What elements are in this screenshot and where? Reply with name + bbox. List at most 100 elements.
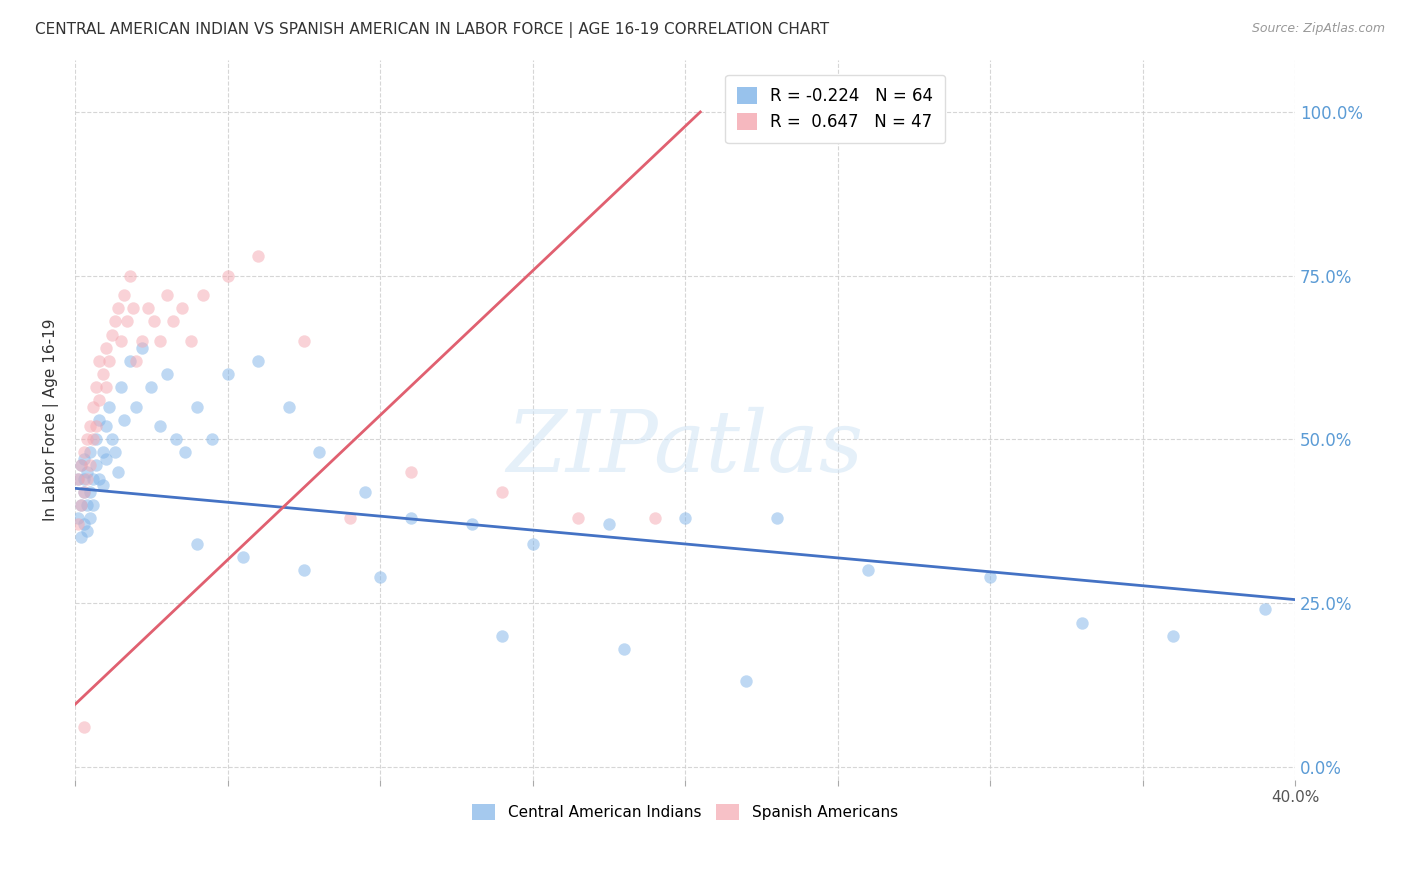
Point bbox=[89, 392, 111, 407]
Point bbox=[86, 380, 108, 394]
Point bbox=[170, 301, 193, 316]
Point bbox=[368, 570, 391, 584]
Point bbox=[70, 498, 93, 512]
Point bbox=[82, 400, 104, 414]
Point bbox=[107, 465, 129, 479]
Point bbox=[73, 720, 96, 734]
Point bbox=[82, 432, 104, 446]
Point bbox=[149, 334, 172, 348]
Text: CENTRAL AMERICAN INDIAN VS SPANISH AMERICAN IN LABOR FORCE | AGE 16-19 CORRELATI: CENTRAL AMERICAN INDIAN VS SPANISH AMERI… bbox=[35, 22, 830, 38]
Point bbox=[125, 400, 148, 414]
Point bbox=[76, 465, 98, 479]
Point bbox=[1070, 615, 1092, 630]
Point bbox=[765, 510, 787, 524]
Point bbox=[73, 517, 96, 532]
Point bbox=[94, 451, 117, 466]
Point bbox=[856, 563, 879, 577]
Point bbox=[86, 458, 108, 473]
Y-axis label: In Labor Force | Age 16-19: In Labor Force | Age 16-19 bbox=[44, 318, 59, 521]
Point bbox=[979, 570, 1001, 584]
Point bbox=[180, 334, 202, 348]
Point bbox=[141, 380, 163, 394]
Point bbox=[79, 445, 101, 459]
Point bbox=[292, 563, 315, 577]
Point bbox=[186, 537, 208, 551]
Point bbox=[460, 517, 482, 532]
Point bbox=[94, 341, 117, 355]
Point bbox=[232, 550, 254, 565]
Point bbox=[86, 432, 108, 446]
Point bbox=[165, 432, 187, 446]
Point bbox=[79, 458, 101, 473]
Point bbox=[70, 530, 93, 544]
Point bbox=[73, 471, 96, 485]
Point bbox=[186, 400, 208, 414]
Point bbox=[82, 471, 104, 485]
Point bbox=[201, 432, 224, 446]
Point bbox=[89, 471, 111, 485]
Point bbox=[104, 445, 127, 459]
Point bbox=[598, 517, 620, 532]
Point bbox=[112, 412, 135, 426]
Point bbox=[73, 484, 96, 499]
Point bbox=[67, 471, 90, 485]
Point bbox=[277, 400, 299, 414]
Point bbox=[292, 334, 315, 348]
Point bbox=[112, 288, 135, 302]
Point bbox=[115, 314, 138, 328]
Point bbox=[308, 445, 330, 459]
Point bbox=[339, 510, 361, 524]
Point bbox=[97, 400, 120, 414]
Point bbox=[70, 458, 93, 473]
Text: ZIPatlas: ZIPatlas bbox=[506, 407, 863, 490]
Point bbox=[118, 268, 141, 283]
Point bbox=[100, 432, 122, 446]
Point bbox=[91, 445, 114, 459]
Point bbox=[136, 301, 159, 316]
Point bbox=[86, 419, 108, 434]
Point bbox=[70, 498, 93, 512]
Legend: Central American Indians, Spanish Americans: Central American Indians, Spanish Americ… bbox=[467, 797, 904, 826]
Point bbox=[193, 288, 215, 302]
Point bbox=[567, 510, 589, 524]
Point bbox=[155, 367, 177, 381]
Point bbox=[76, 524, 98, 538]
Point bbox=[89, 353, 111, 368]
Point bbox=[247, 353, 270, 368]
Point bbox=[173, 445, 195, 459]
Point bbox=[110, 334, 132, 348]
Point bbox=[735, 674, 758, 689]
Point bbox=[94, 380, 117, 394]
Point bbox=[70, 458, 93, 473]
Point bbox=[110, 380, 132, 394]
Point bbox=[125, 353, 148, 368]
Point bbox=[73, 451, 96, 466]
Point bbox=[399, 510, 422, 524]
Point bbox=[67, 517, 90, 532]
Point bbox=[94, 419, 117, 434]
Point bbox=[122, 301, 145, 316]
Point bbox=[76, 432, 98, 446]
Point bbox=[673, 510, 696, 524]
Point bbox=[155, 288, 177, 302]
Point bbox=[79, 510, 101, 524]
Point bbox=[247, 249, 270, 263]
Point bbox=[82, 498, 104, 512]
Point bbox=[104, 314, 127, 328]
Point bbox=[97, 353, 120, 368]
Point bbox=[1253, 602, 1275, 616]
Point bbox=[79, 419, 101, 434]
Point bbox=[118, 353, 141, 368]
Point bbox=[107, 301, 129, 316]
Point bbox=[67, 471, 90, 485]
Point bbox=[67, 510, 90, 524]
Point bbox=[76, 471, 98, 485]
Point bbox=[91, 367, 114, 381]
Point bbox=[491, 629, 513, 643]
Point bbox=[1161, 629, 1184, 643]
Point bbox=[522, 537, 544, 551]
Point bbox=[353, 484, 375, 499]
Point bbox=[91, 478, 114, 492]
Point bbox=[76, 498, 98, 512]
Point bbox=[73, 484, 96, 499]
